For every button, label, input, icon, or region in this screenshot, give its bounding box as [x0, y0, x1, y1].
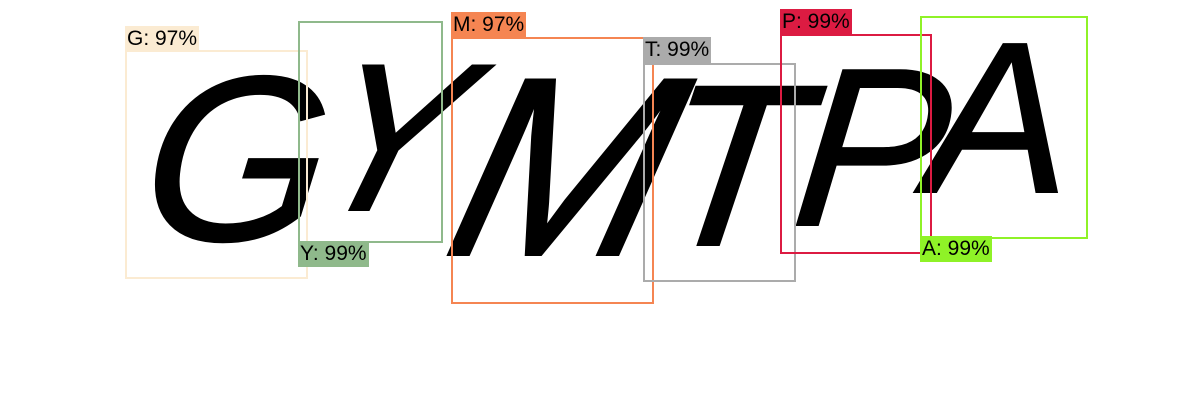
bounding-box-m	[451, 37, 654, 304]
bounding-box-p	[780, 34, 932, 254]
detection-label-y: Y: 99%	[298, 241, 369, 267]
detection-label-m: M: 97%	[451, 12, 527, 38]
captcha-glyph-g: G	[133, 28, 343, 290]
bounding-box-t	[643, 63, 796, 282]
bounding-box-y	[298, 21, 443, 243]
detection-label-p: P: 99%	[780, 9, 852, 35]
bounding-box-g	[125, 50, 308, 279]
detection-label-a: A: 99%	[920, 236, 992, 262]
bounding-box-a	[920, 16, 1088, 239]
captcha-glyph-a: A	[914, 0, 1068, 238]
captcha-glyph-p: P	[785, 22, 961, 273]
detection-label-t: T: 99%	[643, 37, 712, 63]
detection-label-g: G: 97%	[125, 26, 200, 52]
